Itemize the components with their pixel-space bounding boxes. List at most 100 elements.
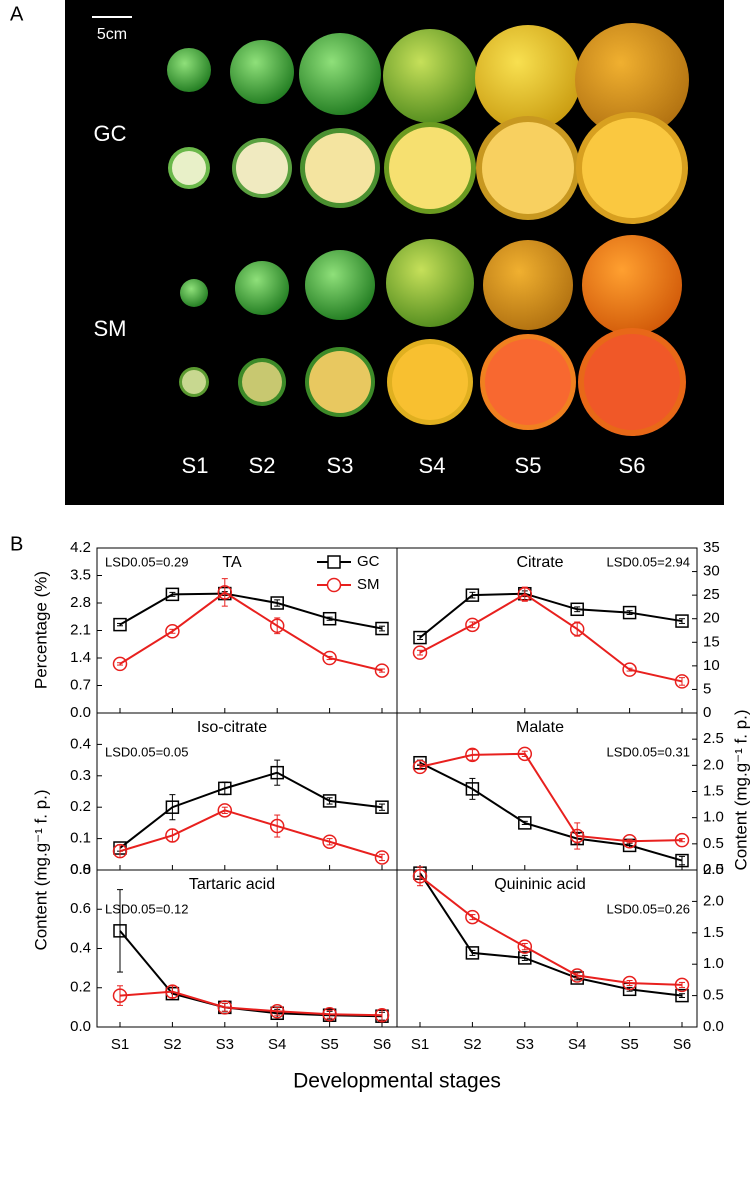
series-line (419, 875, 683, 986)
chart-title: Citrate (516, 554, 563, 571)
fruit (299, 33, 381, 115)
marker (217, 1000, 233, 1015)
marker (112, 656, 128, 672)
marker (375, 621, 389, 636)
legend-label: SM (357, 576, 380, 593)
y-tick-label: 4.2 (70, 539, 91, 556)
y-tick-label: 0.5 (703, 835, 724, 852)
marker (165, 984, 180, 999)
x-tick-label: S3 (516, 1036, 534, 1053)
lsd-annotation: LSD0.05=0.31 (607, 744, 690, 759)
marker (674, 674, 690, 689)
y-tick-label: 0.0 (703, 861, 724, 878)
panel-label: B (10, 533, 23, 555)
y-tick-label: 0.4 (70, 735, 91, 752)
marker (113, 924, 127, 938)
y-tick-label: 0.7 (70, 676, 91, 693)
plot-frame (96, 712, 398, 871)
marker (322, 650, 337, 666)
marker (465, 909, 480, 925)
x-tick-label: S1 (411, 1036, 429, 1053)
x-tick-label: S2 (163, 1036, 181, 1053)
marker (675, 853, 689, 868)
charts: 0.0 0.7 1.4 2.1 2.8 3.5 4.2 TA LSD0.05=0.29 Perce… (31, 539, 750, 1053)
marker (412, 869, 428, 884)
chart-title: Malate (516, 719, 564, 736)
y-axis-title: Content (mg.g⁻¹ f. p.) (731, 709, 750, 870)
y-tick-label: 1.5 (703, 782, 724, 799)
marker (465, 782, 480, 796)
marker (112, 843, 128, 859)
y-tick-label: 2.5 (703, 861, 724, 878)
fruit (386, 239, 474, 327)
marker (465, 747, 480, 763)
chart-title: Tartaric acid (189, 876, 275, 893)
fruit (575, 23, 689, 137)
marker (112, 988, 128, 1003)
series-line (119, 990, 383, 1017)
x-tick-label: S5 (620, 1036, 638, 1053)
y-tick-label: 0.0 (70, 704, 91, 721)
marker (413, 630, 427, 645)
fruit (167, 48, 211, 92)
series-line (119, 809, 383, 859)
x-tick-label: S5 (320, 1036, 338, 1053)
fruit (475, 25, 581, 131)
x-tick-label: S4 (568, 1036, 586, 1053)
stage-label: S2 (249, 453, 276, 478)
chart-title: Quininic acid (494, 876, 586, 893)
marker (374, 663, 390, 678)
marker (165, 828, 180, 843)
fruit-cut-row (168, 112, 688, 224)
marker (622, 833, 637, 849)
lsd-annotation: LSD0.05=0.29 (105, 554, 188, 569)
series-line (419, 872, 683, 997)
marker (622, 975, 637, 991)
y-tick-label: 2.0 (703, 892, 724, 909)
y-tick-label: 0.0 (703, 1018, 724, 1035)
fruit (383, 29, 477, 123)
plot-frame (96, 869, 398, 1028)
marker (518, 816, 532, 830)
y-tick-label: 0.6 (70, 900, 91, 917)
chart-title: Iso-citrate (197, 719, 267, 736)
fruit (582, 235, 682, 335)
marker (165, 624, 180, 639)
y-tick-label: 35 (703, 539, 720, 556)
photo-panel: 5cm GC SM (65, 0, 724, 505)
series-line (419, 593, 683, 683)
y-tick-label: 0 (703, 704, 711, 721)
marker (269, 1004, 285, 1019)
marker (674, 977, 690, 993)
y-tick-label: 2.0 (703, 756, 724, 773)
marker (675, 988, 689, 1003)
y-tick-label: 25 (703, 586, 720, 603)
y-tick-label: 30 (703, 563, 720, 580)
y-axis-title: Percentage (%) (31, 571, 50, 689)
marker (465, 617, 480, 633)
series-line (419, 752, 683, 843)
fruit (180, 279, 208, 307)
marker (622, 662, 637, 677)
y-tick-label: 0.1 (70, 830, 91, 847)
marker (113, 617, 127, 632)
scale-label: 5cm (97, 26, 127, 43)
lsd-annotation: LSD0.05=2.94 (607, 554, 690, 569)
x-tick-label: S4 (268, 1036, 286, 1053)
marker (517, 939, 533, 954)
y-tick-label: 1.5 (703, 924, 724, 941)
marker (374, 1007, 390, 1023)
series-line (119, 930, 383, 1018)
stage-label: S6 (619, 453, 646, 478)
y-tick-label: 0.2 (70, 979, 91, 996)
marker (322, 794, 337, 808)
series-line (119, 771, 383, 849)
y-tick-label: 1.0 (703, 809, 724, 826)
marker (569, 828, 585, 844)
plot-frame (396, 712, 698, 871)
marker (270, 765, 284, 780)
x-tick-label: S2 (463, 1036, 481, 1053)
chart-title: TA (222, 554, 242, 571)
marker (217, 803, 233, 818)
